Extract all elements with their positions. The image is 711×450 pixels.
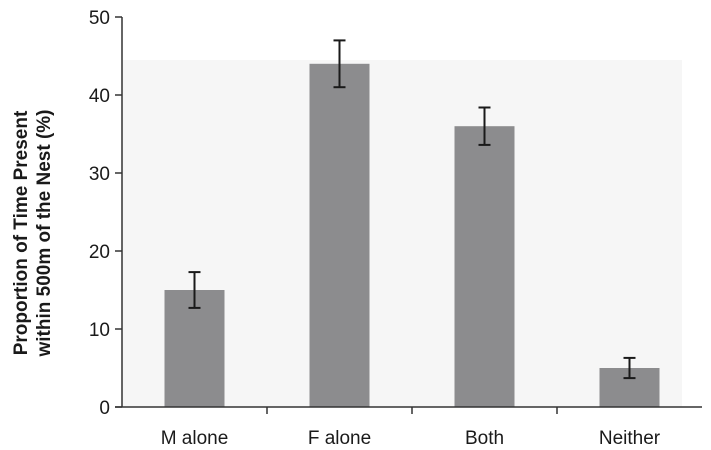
x-tick-label: F alone xyxy=(308,428,371,449)
y-tick-label: 30 xyxy=(89,164,110,185)
bar-m-alone xyxy=(164,290,225,407)
y-axis-label-line-2: within 500m of the Nest (%) xyxy=(34,109,55,357)
x-axis: M alone F alone Both Neither xyxy=(115,406,702,449)
bar-both xyxy=(454,126,515,407)
y-tick-label: 0 xyxy=(99,398,110,419)
error-bar-m-alone xyxy=(188,271,201,309)
y-axis-label: Proportion of Time Present within 500m o… xyxy=(11,109,55,357)
error-bar-both xyxy=(478,106,491,146)
y-tick-label: 50 xyxy=(89,8,110,29)
error-bars xyxy=(188,39,636,380)
bar-f-alone xyxy=(309,63,370,408)
error-bar-neither xyxy=(623,356,636,380)
x-tick-label: M alone xyxy=(161,428,229,449)
y-axis-label-line-1: Proportion of Time Present xyxy=(11,110,32,355)
y-tick-label: 40 xyxy=(89,86,110,107)
y-axis: 0 10 20 30 40 50 xyxy=(89,8,123,419)
bars xyxy=(164,63,660,408)
y-tick-label: 10 xyxy=(89,320,110,341)
x-tick-label: Neither xyxy=(599,428,661,449)
y-tick-label: 20 xyxy=(89,242,110,263)
error-bar-f-alone xyxy=(333,39,346,89)
x-tick-label: Both xyxy=(465,428,504,449)
